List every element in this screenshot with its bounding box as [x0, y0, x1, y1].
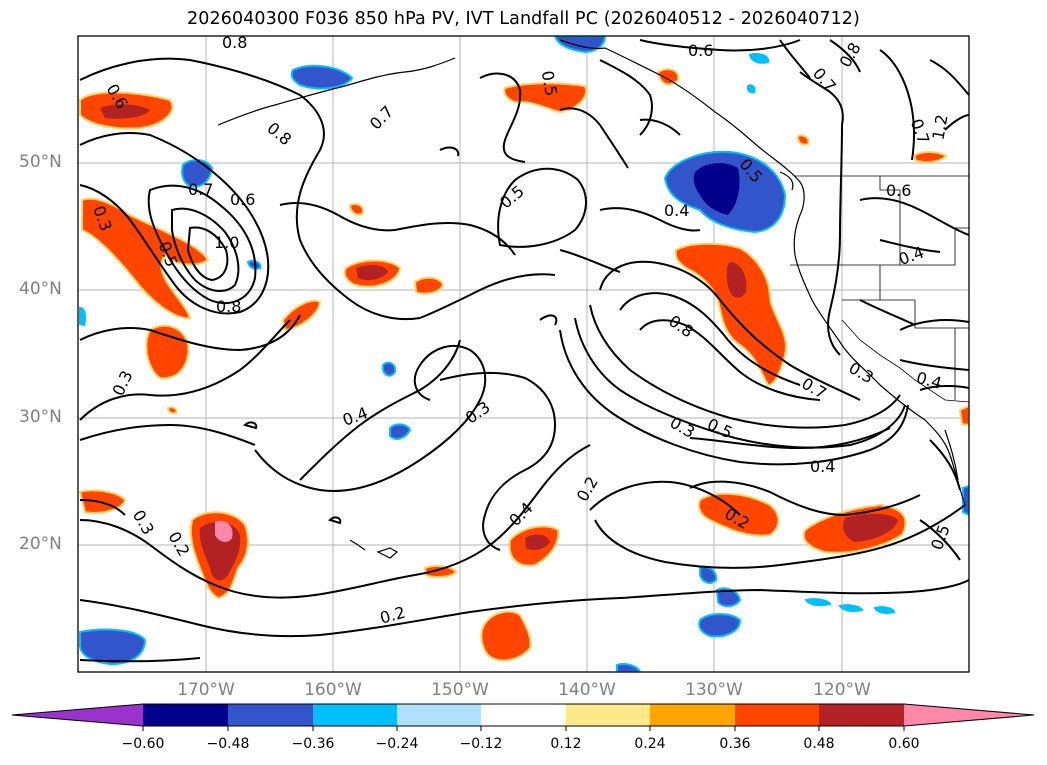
- positive-shading: [78, 68, 969, 662]
- contour-label: 0.3: [462, 397, 494, 427]
- contour-label: 0.4: [664, 201, 689, 220]
- colorbar-tick-label: 0.48: [803, 736, 835, 752]
- contour-label: 0.7: [188, 180, 213, 199]
- colorbar-tick-label: 0.12: [550, 736, 582, 752]
- colorbar-segment: [819, 704, 904, 726]
- pv-contours: [79, 39, 969, 663]
- lon-label: 150°W: [431, 680, 489, 700]
- colorbar-tick-label: −0.12: [459, 736, 503, 752]
- negative-shading: [79, 36, 969, 672]
- colorbar-segment: [313, 704, 397, 726]
- map-title: 2026040300 F036 850 hPa PV, IVT Landfall…: [187, 9, 860, 29]
- contour-label: 0.3: [845, 358, 877, 387]
- contour-label: 1.0: [214, 233, 239, 252]
- contour-label: 0.4: [505, 498, 536, 529]
- lat-label: 20°N: [19, 534, 62, 554]
- contour-label: 0.8: [216, 297, 241, 316]
- colorbar-segment: [397, 704, 481, 726]
- contour-label: 0.2: [164, 528, 193, 560]
- lon-label: 160°W: [304, 680, 362, 700]
- contour-label: 1.2: [928, 113, 951, 141]
- contour-label: 0.6: [230, 190, 255, 209]
- lat-label: 30°N: [19, 407, 62, 427]
- colorbar-extend-high: [904, 704, 1034, 726]
- colorbar-segment: [566, 704, 650, 726]
- contour-label: 0.4: [340, 403, 370, 430]
- colorbar-segment: [735, 704, 819, 726]
- colorbar-tick-label: −0.24: [375, 736, 419, 752]
- colorbar-tick-label: −0.48: [206, 736, 250, 752]
- contour-label: 0.5: [538, 69, 561, 97]
- contour-label: 0.8: [263, 118, 295, 149]
- contour-label: 0.4: [914, 368, 944, 393]
- contour-label: 0.8: [222, 33, 247, 52]
- colorbar: [11, 703, 1035, 731]
- contour-label: 0.2: [573, 473, 602, 505]
- colorbar-segment: [481, 704, 566, 726]
- colorbar-segment: [228, 704, 313, 726]
- contour-label: 0.4: [810, 457, 835, 476]
- colorbar-extend-low: [12, 704, 143, 726]
- lon-label: 140°W: [558, 680, 616, 700]
- lon-label: 120°W: [813, 680, 871, 700]
- lat-label: 50°N: [19, 152, 62, 172]
- colorbar-tick-label: 0.36: [719, 736, 751, 752]
- colorbar-segment: [143, 704, 228, 726]
- lon-label: 130°W: [685, 680, 743, 700]
- contour-label: 0.7: [366, 102, 397, 133]
- plot-frame: [77, 35, 970, 673]
- contour-label: 0.8: [665, 311, 697, 341]
- contour-label: 0.7: [809, 64, 840, 96]
- contour-label: 0.8: [835, 39, 864, 71]
- coastlines: [217, 39, 966, 559]
- colorbar-tick-label: 0.24: [634, 736, 666, 752]
- colorbar-segment: [650, 704, 735, 726]
- lat-label: 40°N: [19, 279, 62, 299]
- contour-label: 0.6: [886, 181, 911, 200]
- contour-label: 0.6: [688, 41, 713, 60]
- colorbar-tick-label: −0.36: [291, 736, 335, 752]
- colorbar-tick-label: 0.60: [888, 736, 920, 752]
- colorbar-tick-label: −0.60: [121, 736, 165, 752]
- lon-label: 170°W: [177, 680, 235, 700]
